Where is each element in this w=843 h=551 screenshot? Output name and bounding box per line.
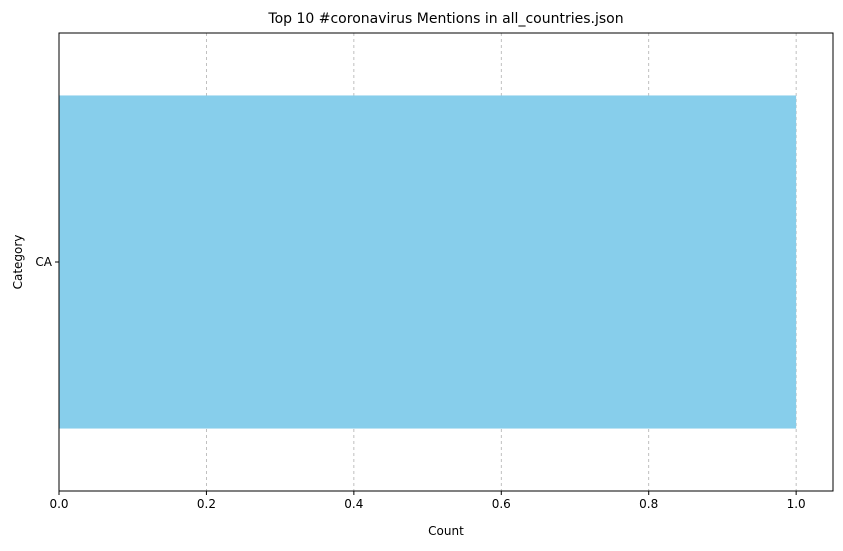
x-axis-label: Count [428, 524, 464, 538]
x-tick-layer: 0.0 0.2 0.4 0.6 0.8 1.0 [49, 491, 806, 511]
x-tick-label: 1.0 [787, 497, 806, 511]
chart-title: Top 10 #coronavirus Mentions in all_coun… [267, 11, 623, 27]
x-tick-label: 0.8 [639, 497, 658, 511]
y-tick-label: CA [35, 255, 52, 269]
bar-layer [59, 95, 797, 429]
y-tick-layer: CA [35, 255, 59, 269]
bar-ca [59, 95, 797, 429]
x-tick-label: 0.0 [49, 497, 68, 511]
x-tick-label: 0.2 [197, 497, 216, 511]
x-tick-label: 0.6 [492, 497, 511, 511]
y-axis-label: Category [11, 235, 25, 290]
x-tick-label: 0.4 [344, 497, 363, 511]
